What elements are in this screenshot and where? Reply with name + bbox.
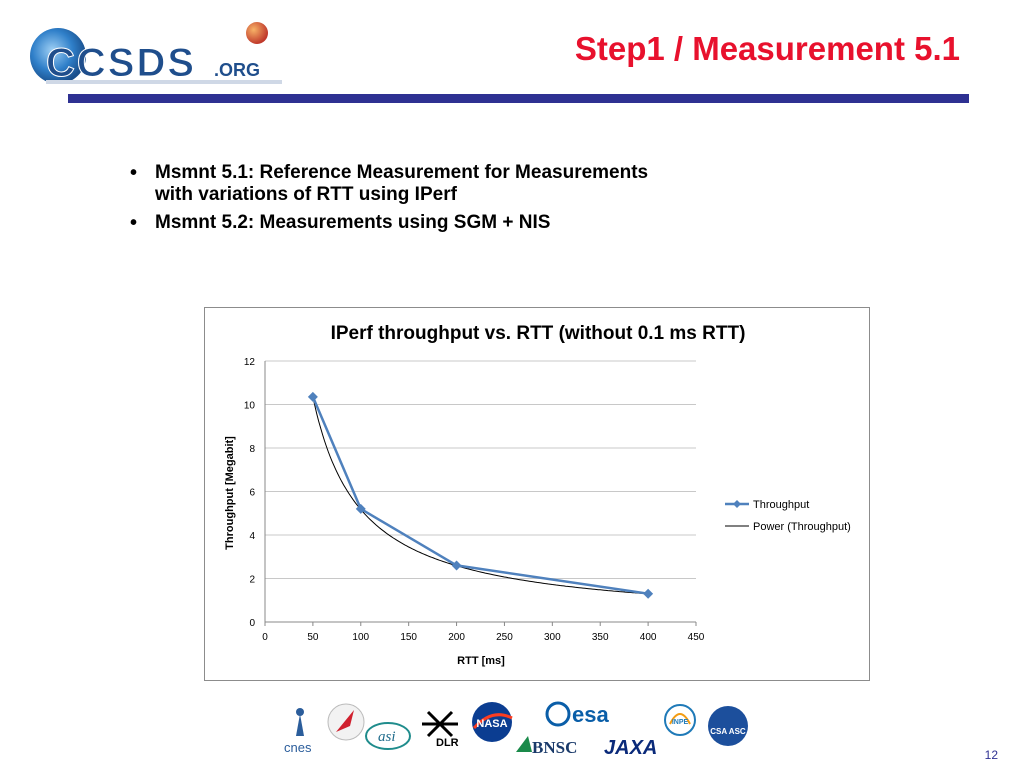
legend-label-throughput: Throughput: [753, 499, 809, 511]
power-fit-line: [312, 396, 649, 595]
x-tick-label: 400: [640, 632, 657, 643]
throughput-point: [451, 560, 462, 571]
bullet-dot: •: [130, 212, 138, 234]
asi-logo: asi: [365, 722, 411, 750]
chart-xlabel: RTT [ms]: [457, 655, 505, 667]
inpe-logo: INPE: [664, 704, 696, 736]
logo-text: esa: [572, 702, 609, 727]
throughput-point: [643, 588, 654, 599]
grid-layer: [265, 360, 696, 623]
jaxa-logo: JAXA: [604, 737, 657, 759]
bullet-dot: •: [130, 162, 138, 184]
csa-asc-logo: CSA ASC: [708, 706, 748, 746]
axis-layer: 0 2 4 6 8 10 12 0 50 100 150 200 250 300 350 400 450: [244, 357, 705, 643]
svg-text:CCSDS: CCSDS: [46, 41, 196, 85]
logo-text: JAXA: [604, 737, 657, 759]
y-tick-label: 12: [244, 357, 256, 368]
throughput-point: [307, 391, 318, 402]
x-tick-label: 100: [352, 632, 369, 643]
ccsds-logo: CCSDS .ORG: [28, 18, 298, 100]
agency-logos-strip: cnes asi DLR NASA esa BN: [276, 700, 756, 762]
chart-title: IPerf throughput vs. RTT (without 0.1 ms…: [331, 323, 746, 344]
x-tick-label: 0: [262, 632, 268, 643]
y-tick-label: 2: [249, 575, 255, 586]
throughput-chart: IPerf throughput vs. RTT (without 0.1 ms…: [204, 307, 870, 681]
legend-label-power: Power (Throughput): [753, 521, 851, 533]
throughput-point: [355, 503, 366, 514]
y-tick-label: 0: [249, 618, 255, 629]
y-tick-label: 4: [249, 531, 255, 542]
x-tick-label: 150: [400, 632, 417, 643]
bnsc-logo: BNSC: [516, 736, 577, 757]
chart-legend: Throughput Power (Throughput): [725, 499, 851, 533]
logo-text: INPE: [672, 719, 689, 726]
x-tick-label: 300: [544, 632, 561, 643]
cnes-logo: cnes: [284, 708, 312, 755]
bullet-list: • Msmnt 5.1: Reference Measurement for Me…: [130, 162, 670, 240]
chart-ylabel: Throughput [Megabit]: [224, 436, 236, 550]
logo-text: NASA: [476, 718, 507, 730]
x-tick-label: 450: [688, 632, 705, 643]
y-tick-label: 6: [249, 488, 255, 499]
slide-title: Step1 / Measurement 5.1: [574, 30, 960, 67]
logo-text: BNSC: [532, 738, 577, 757]
page-number: 12: [984, 748, 998, 762]
legend-marker-throughput: [733, 500, 741, 508]
logo-text: CSA ASC: [710, 727, 746, 736]
series-layer: [307, 391, 654, 599]
x-tick-label: 250: [496, 632, 513, 643]
asi-rocket-logo: [327, 703, 365, 741]
bullet-item: • Msmnt 5.1: Reference Measurement for Me…: [130, 162, 649, 205]
throughput-line: [311, 396, 649, 595]
logo-text: asi: [378, 729, 396, 745]
bullet-item: • Msmnt 5.2: Measurements using SGM + NIS: [130, 212, 551, 234]
esa-logo: esa: [545, 701, 609, 727]
x-tick-label: 50: [307, 632, 319, 643]
chart-canvas: IPerf throughput vs. RTT (without 0.1 ms…: [224, 323, 851, 667]
x-tick-label: 350: [592, 632, 609, 643]
y-tick-label: 8: [249, 444, 255, 455]
logo-text: cnes: [284, 740, 312, 755]
x-tick-label: 200: [448, 632, 465, 643]
svg-text:.ORG: .ORG: [214, 60, 260, 80]
logo-text: DLR: [436, 737, 459, 749]
dlr-logo: DLR: [422, 710, 459, 749]
header-divider: [68, 94, 969, 103]
y-tick-label: 10: [244, 401, 256, 412]
nasa-logo: NASA: [472, 702, 513, 742]
